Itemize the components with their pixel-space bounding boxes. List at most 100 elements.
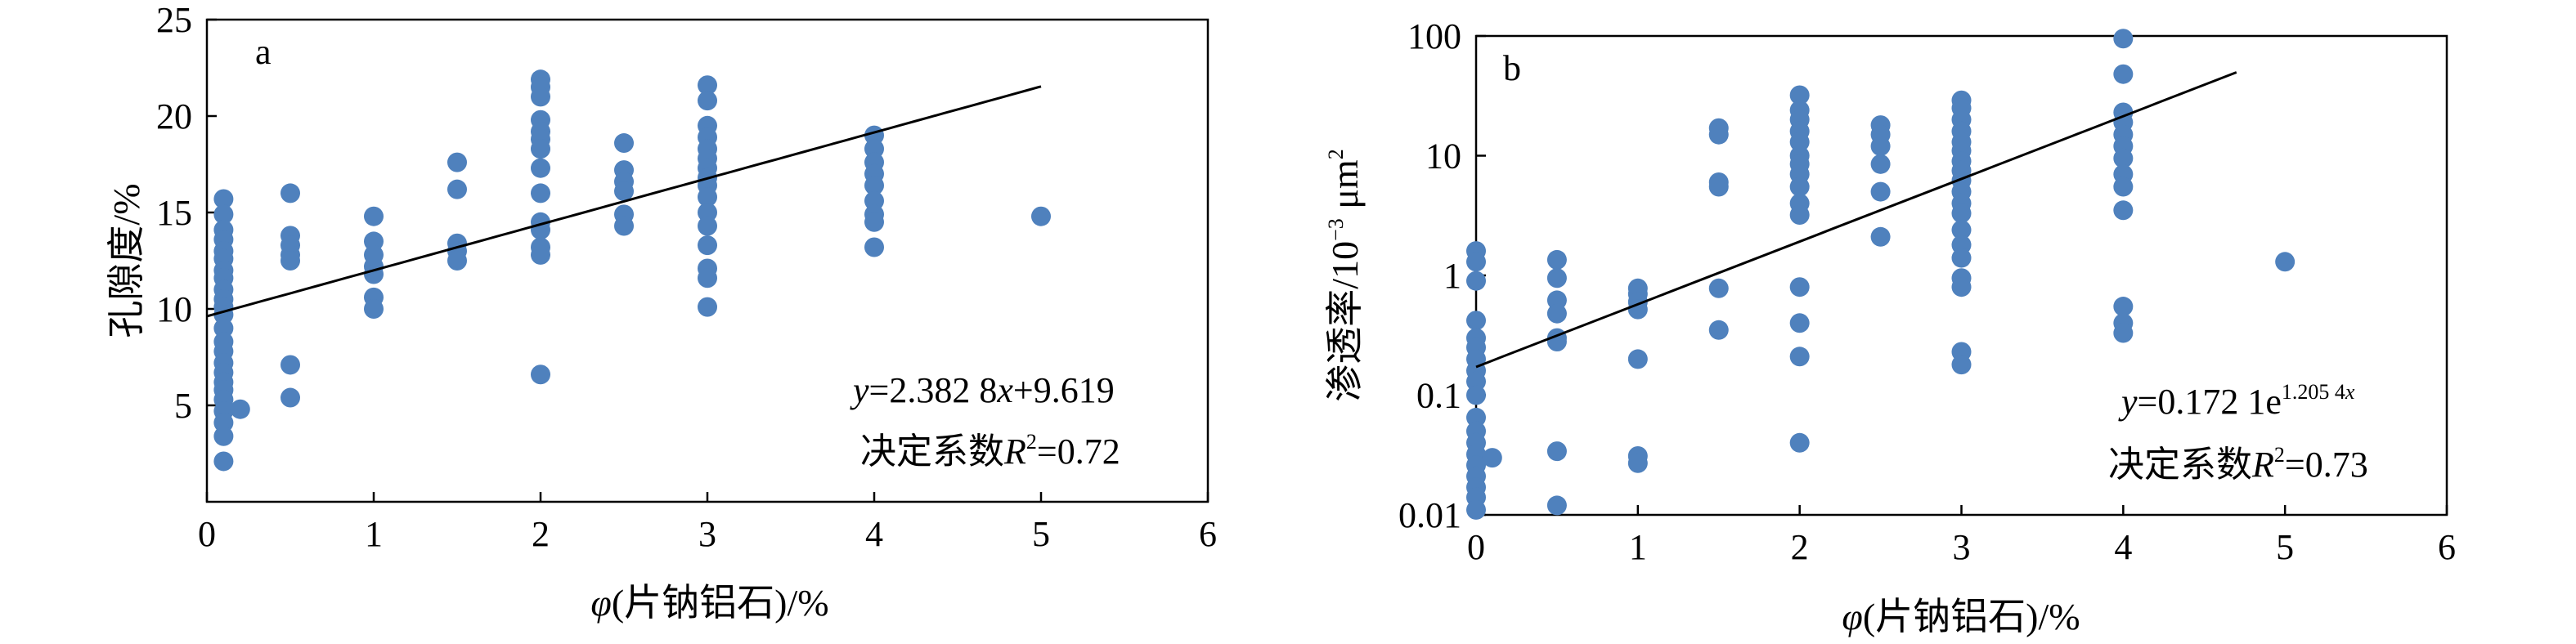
data-point-b xyxy=(1627,349,1648,369)
data-point-a xyxy=(447,179,467,199)
x-tick-label-b: 5 xyxy=(2276,527,2294,567)
data-point-b xyxy=(1708,177,1729,197)
data-point-a xyxy=(531,364,550,385)
data-point-b xyxy=(1951,248,1972,268)
data-point-a xyxy=(280,355,300,375)
data-point-a xyxy=(864,175,884,195)
data-point-a xyxy=(698,75,717,96)
panel-label-b: b xyxy=(1503,48,1521,88)
y-tick-label-a: 10 xyxy=(156,289,192,329)
data-point-a xyxy=(364,231,384,252)
fit-line-a xyxy=(206,85,1042,318)
data-point-a xyxy=(614,133,634,154)
data-point-a xyxy=(698,297,717,317)
data-point-b xyxy=(1951,277,1972,297)
data-point-b xyxy=(2113,148,2134,168)
x-axis-label-b: φ(片钠铝石)/% xyxy=(1842,596,2080,637)
data-point-a xyxy=(213,413,234,433)
data-point-a xyxy=(698,235,717,256)
data-point-b xyxy=(1789,277,1810,297)
x-tick-label-a: 5 xyxy=(1032,514,1050,554)
data-point-b xyxy=(1466,371,1486,391)
data-point-b xyxy=(1708,278,1729,298)
data-point-b xyxy=(1546,303,1567,324)
data-point-a xyxy=(864,237,884,257)
panel-b-permeability: b 0 1 2 3 4 5 6 0.01 0.1 1 10 100 y=0.172 1e1.205 … xyxy=(1324,16,2456,637)
data-point-b xyxy=(1870,154,1891,174)
data-point-a xyxy=(280,251,300,271)
y-axis-label-b: 渗透率/10−3 μm2 xyxy=(1324,149,1366,401)
data-point-a xyxy=(447,251,467,271)
data-point-b xyxy=(1951,203,1972,224)
data-point-b xyxy=(1466,252,1486,272)
data-point-a xyxy=(213,426,234,446)
r2-annotation-a: 决定系数R2=0.72 xyxy=(860,430,1120,472)
data-point-b xyxy=(1789,432,1810,453)
data-point-a xyxy=(531,87,550,107)
y-axis-label-a: 孔隙度/% xyxy=(105,183,147,338)
data-point-a xyxy=(698,203,717,222)
data-point-b xyxy=(2113,323,2134,343)
data-point-a xyxy=(698,187,717,208)
data-point-b xyxy=(1482,448,1502,468)
data-point-a xyxy=(531,183,550,203)
data-point-b xyxy=(1546,441,1567,462)
data-point-b xyxy=(1951,220,1972,240)
data-point-b xyxy=(1466,499,1486,520)
x-tick-label-b: 6 xyxy=(2438,527,2456,567)
data-point-b xyxy=(1870,181,1891,202)
data-point-a xyxy=(531,158,550,178)
y-tick-label-b: 0.01 xyxy=(1398,495,1461,535)
x-tick-label-a: 2 xyxy=(532,514,550,554)
data-point-b xyxy=(2113,64,2134,84)
data-point-a xyxy=(698,268,717,288)
data-point-a xyxy=(280,183,300,203)
data-point-b xyxy=(1870,136,1891,156)
x-tick-label-a: 6 xyxy=(1199,514,1217,554)
data-point-b xyxy=(1546,495,1567,516)
y-tick-label-b: 1 xyxy=(1443,256,1461,296)
x-tick-label-b: 3 xyxy=(1953,527,1971,567)
data-point-b xyxy=(1708,320,1729,340)
data-point-b xyxy=(1546,268,1567,288)
data-point-b xyxy=(1627,453,1648,473)
y-tick-label-a: 5 xyxy=(174,386,192,426)
x-tick-label-a: 3 xyxy=(698,514,716,554)
data-point-b xyxy=(2275,252,2296,272)
data-point-b xyxy=(2113,297,2134,317)
data-point-b xyxy=(1789,313,1810,333)
y-tick-label-a: 25 xyxy=(156,0,192,40)
data-point-a xyxy=(698,216,717,236)
panel-a-porosity: a 0 1 2 3 4 5 6 5 10 15 20 25 y=2.382 8x+9.619 决定系… xyxy=(105,0,1217,624)
y-tick-label-b: 0.1 xyxy=(1416,376,1461,416)
data-point-a xyxy=(864,139,884,159)
x-tick-label-a: 4 xyxy=(865,514,883,554)
data-point-a xyxy=(213,189,234,209)
x-tick-label-a: 1 xyxy=(365,514,383,554)
data-point-a xyxy=(531,244,550,265)
x-tick-label-b: 1 xyxy=(1629,527,1647,567)
y-tick-label-a: 20 xyxy=(156,96,192,136)
data-point-a xyxy=(213,318,234,338)
data-point-b xyxy=(1789,204,1810,225)
data-point-b xyxy=(2113,29,2134,49)
y-tick-label-b: 10 xyxy=(1425,136,1461,177)
data-point-b xyxy=(1789,132,1810,152)
data-point-b xyxy=(1466,271,1486,291)
data-point-a xyxy=(614,181,634,202)
data-point-b xyxy=(1466,311,1486,331)
panel-label-a: a xyxy=(255,32,272,72)
r2-annotation-b: 决定系数R2=0.73 xyxy=(2108,443,2368,485)
data-point-a xyxy=(1031,206,1051,226)
data-point-a xyxy=(280,387,300,408)
data-point-a xyxy=(364,299,384,319)
x-tick-label-b: 2 xyxy=(1791,527,1809,567)
data-point-b xyxy=(1789,177,1810,197)
data-point-a xyxy=(614,216,634,236)
data-point-b xyxy=(2113,177,2134,197)
data-point-a xyxy=(698,91,717,111)
y-tick-label-a: 15 xyxy=(156,193,192,233)
data-point-a xyxy=(213,451,234,472)
equation-b: y=0.172 1e1.205 4x xyxy=(2118,380,2355,422)
